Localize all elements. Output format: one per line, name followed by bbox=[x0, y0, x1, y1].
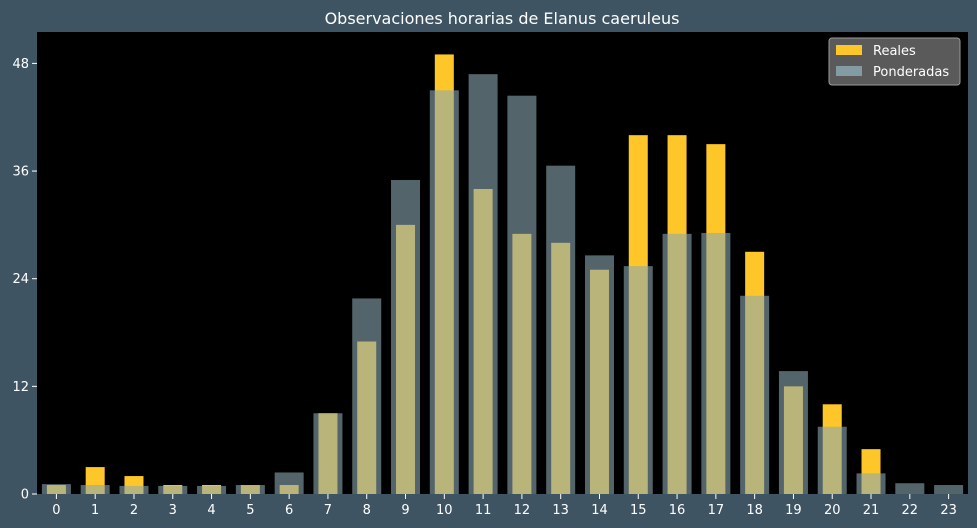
x-tick-label: 23 bbox=[940, 503, 957, 518]
y-tick-label: 36 bbox=[12, 165, 29, 180]
bar-ponderadas bbox=[817, 426, 847, 494]
bar-ponderadas bbox=[584, 255, 614, 494]
x-tick-label: 20 bbox=[824, 503, 841, 518]
x-tick-label: 8 bbox=[363, 503, 371, 518]
x-tick-label: 21 bbox=[863, 503, 880, 518]
x-tick-label: 15 bbox=[630, 503, 647, 518]
bar-ponderadas bbox=[313, 413, 343, 494]
legend: Reales Ponderadas bbox=[828, 37, 961, 86]
x-tick-label: 1 bbox=[91, 503, 99, 518]
bar-ponderadas bbox=[429, 90, 459, 495]
x-tick-label: 13 bbox=[552, 503, 569, 518]
legend-label-ponderadas: Ponderadas bbox=[873, 65, 949, 80]
bar-ponderadas bbox=[507, 95, 537, 494]
bar-ponderadas bbox=[895, 483, 925, 494]
bars-layer bbox=[41, 54, 964, 495]
plot-area bbox=[37, 32, 968, 494]
x-tick-label: 16 bbox=[669, 503, 686, 518]
bar-ponderadas bbox=[197, 485, 227, 494]
bar-ponderadas bbox=[934, 485, 964, 494]
x-tick-label: 22 bbox=[902, 503, 919, 518]
y-tick-label: 12 bbox=[12, 380, 29, 395]
bar-ponderadas bbox=[662, 233, 692, 494]
x-tick-label: 10 bbox=[436, 503, 453, 518]
legend-swatch-reales bbox=[836, 45, 862, 55]
bar-ponderadas bbox=[623, 266, 653, 494]
bar-ponderadas bbox=[235, 485, 265, 494]
bar-ponderadas bbox=[468, 74, 498, 494]
chart-title: Observaciones horarias de Elanus caerule… bbox=[325, 9, 680, 28]
bar-ponderadas bbox=[80, 485, 110, 494]
x-tick-label: 3 bbox=[169, 503, 177, 518]
x-tick-label: 7 bbox=[324, 503, 332, 518]
x-tick-label: 11 bbox=[475, 503, 492, 518]
x-tick-label: 17 bbox=[708, 503, 725, 518]
x-tick-label: 9 bbox=[401, 503, 409, 518]
bar-ponderadas bbox=[274, 472, 304, 494]
legend-swatch-ponderadas bbox=[836, 66, 862, 76]
bar-ponderadas bbox=[391, 180, 421, 495]
bar-ponderadas bbox=[158, 485, 188, 494]
x-tick-label: 2 bbox=[130, 503, 138, 518]
bar-ponderadas bbox=[701, 232, 731, 494]
legend-label-reales: Reales bbox=[873, 44, 916, 59]
y-tick-label: 0 bbox=[21, 488, 29, 503]
bar-ponderadas bbox=[352, 298, 382, 494]
x-tick-label: 5 bbox=[246, 503, 254, 518]
y-tick-label: 24 bbox=[12, 272, 29, 287]
bar-ponderadas bbox=[740, 295, 770, 494]
bar-ponderadas bbox=[119, 485, 149, 494]
x-tick-label: 18 bbox=[746, 503, 763, 518]
x-tick-label: 19 bbox=[785, 503, 802, 518]
bar-ponderadas bbox=[778, 371, 808, 494]
bar-ponderadas bbox=[856, 473, 886, 494]
x-tick-label: 14 bbox=[591, 503, 608, 518]
y-tick-label: 48 bbox=[12, 57, 29, 72]
x-tick-label: 6 bbox=[285, 503, 293, 518]
x-tick-label: 0 bbox=[52, 503, 60, 518]
x-tick-label: 4 bbox=[207, 503, 215, 518]
x-tick-label: 12 bbox=[514, 503, 531, 518]
bar-ponderadas bbox=[41, 484, 71, 494]
bar-ponderadas bbox=[546, 165, 576, 494]
